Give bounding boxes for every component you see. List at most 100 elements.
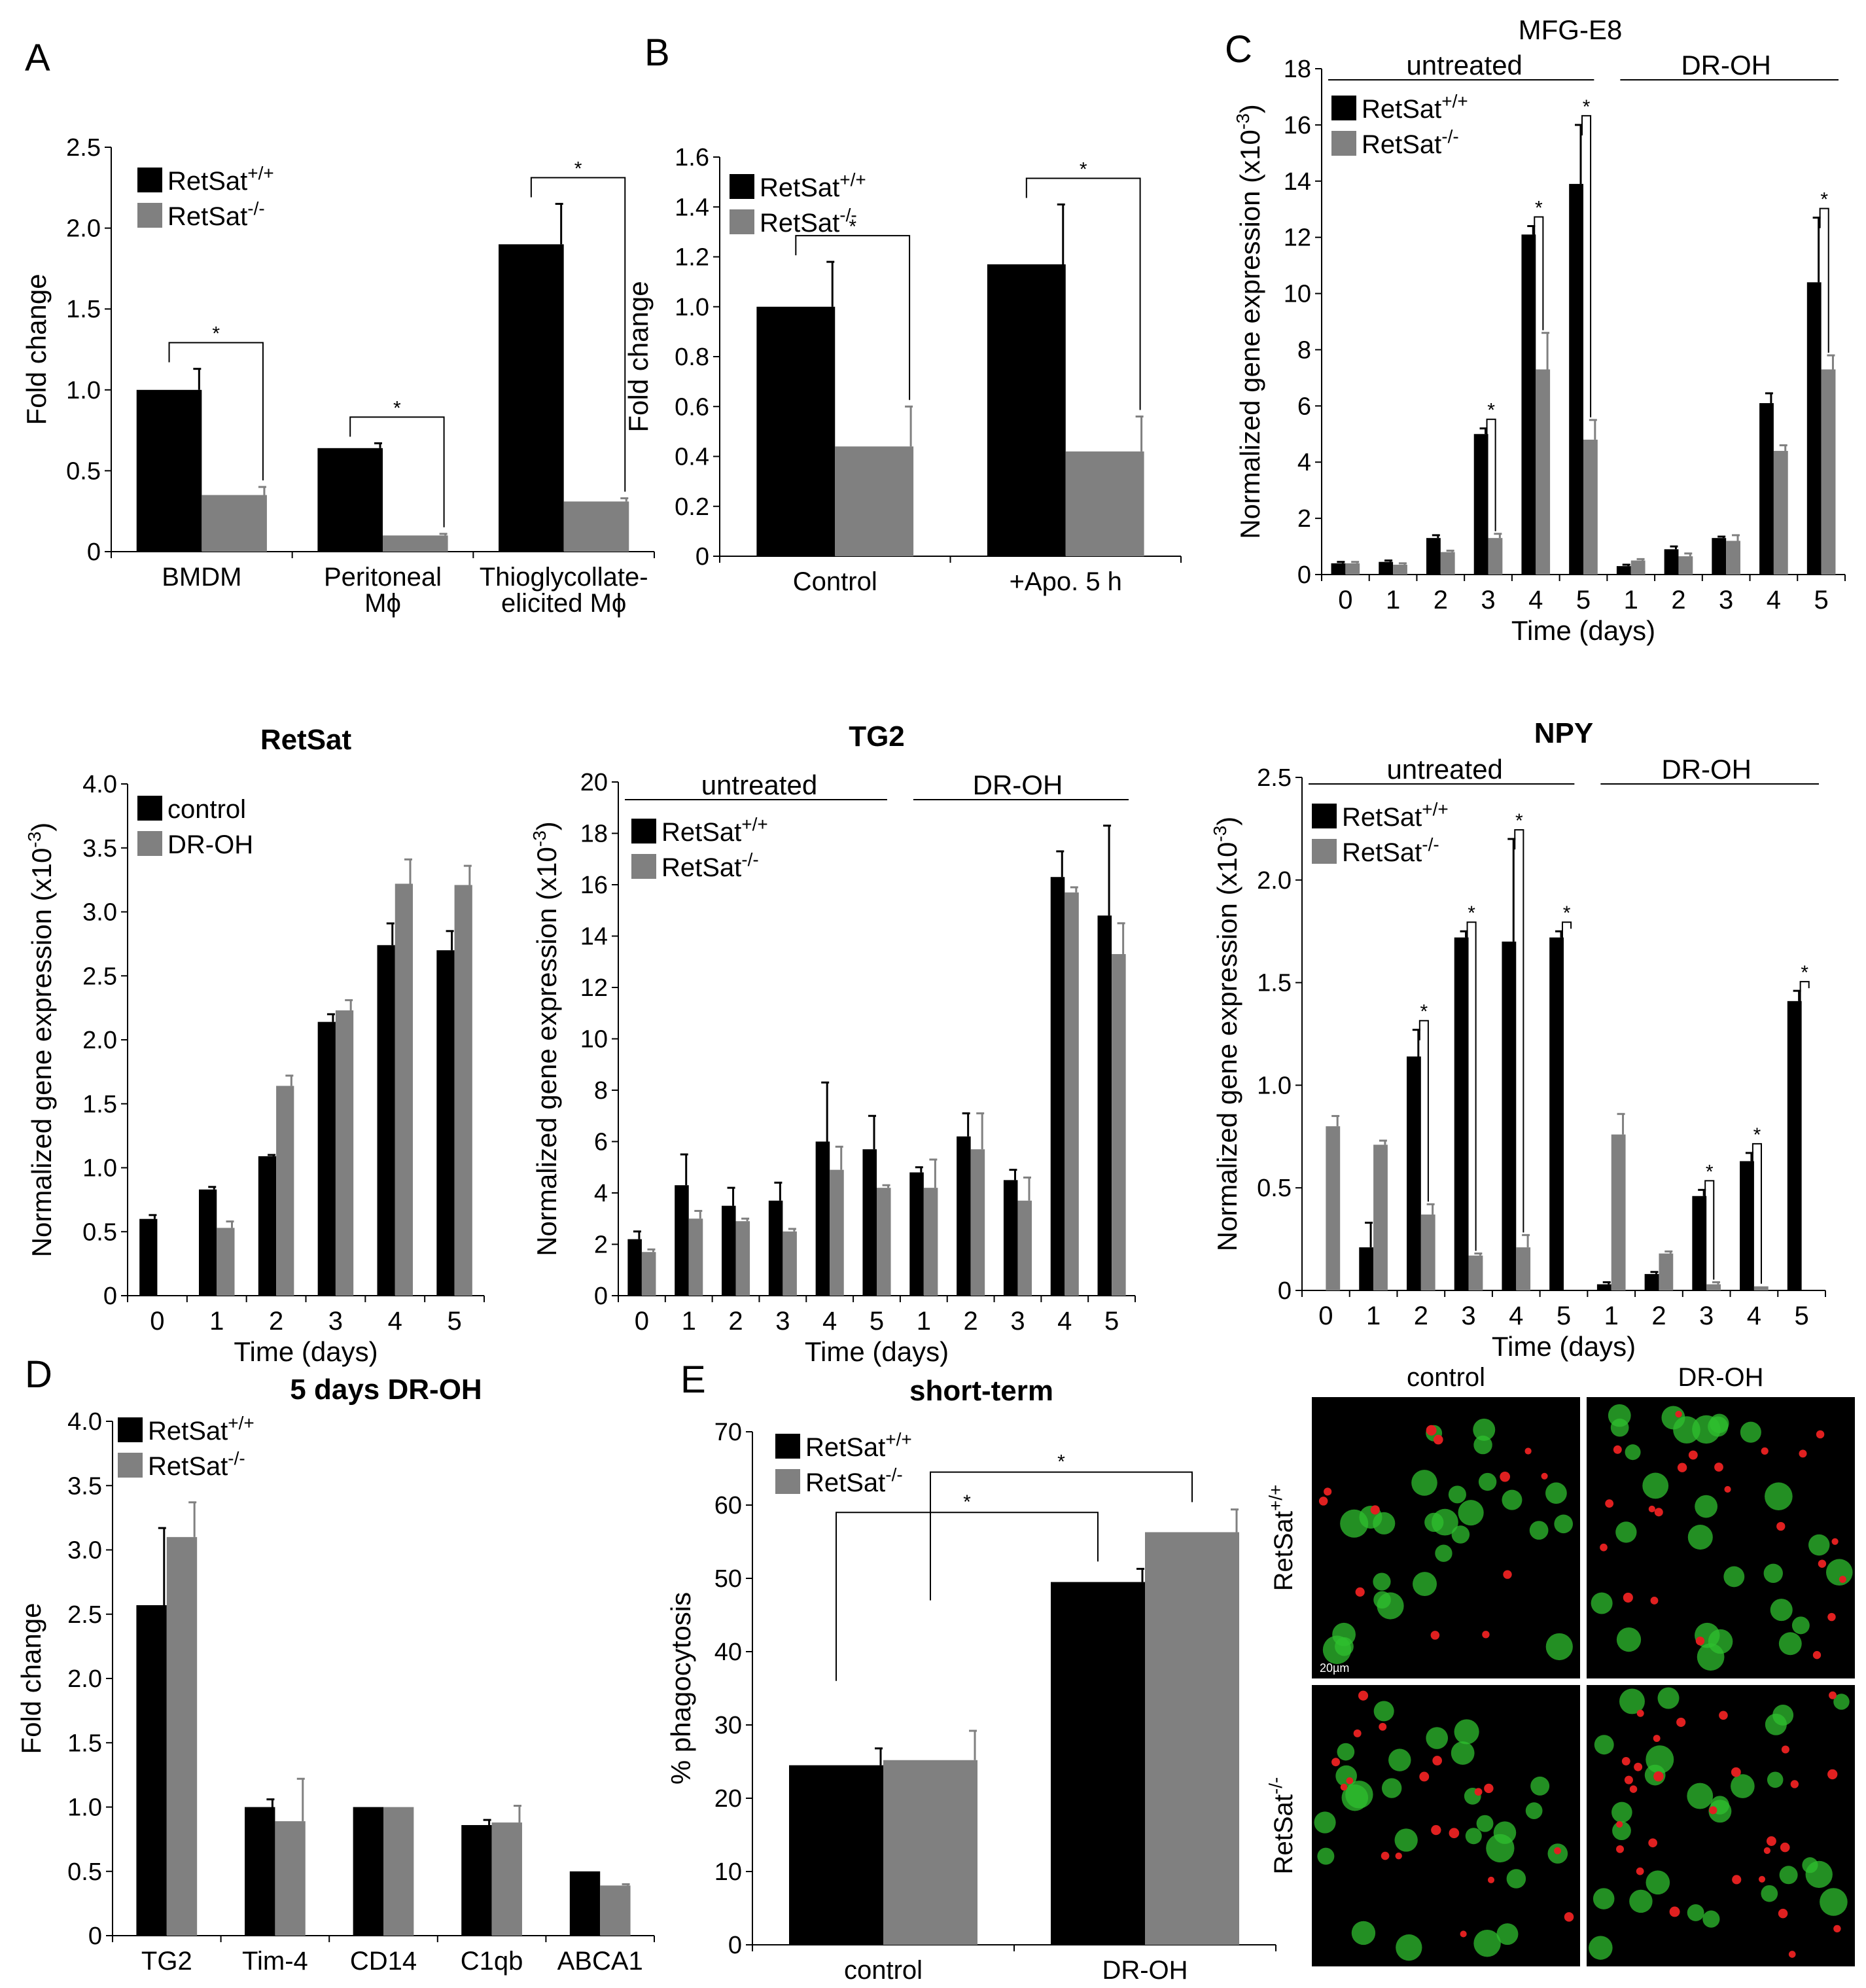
bar-ko [217,1228,235,1296]
micrograph-image [1312,1685,1580,1966]
macrophage-cell [1506,1869,1526,1889]
y-tick-label: 10 [580,1026,608,1054]
y-tick-label: 2.0 [1257,867,1292,895]
category-label: 1 [1624,586,1638,614]
significance-bracket [930,1471,1193,1601]
legend-label-sup: -/- [1422,834,1439,855]
y-axis-label-base: Normalized gene expression (x10 [1235,130,1265,539]
y-tick-label: 3.0 [67,1537,102,1565]
y-tick-label: 3.0 [82,899,117,927]
group-label: untreated [1406,50,1522,80]
bar-wt [789,1765,883,1945]
legend-label-base: RetSat [661,818,741,847]
y-tick-label: 0 [1297,561,1311,589]
macrophage-cell [1351,1921,1376,1945]
bar-wt [199,1189,217,1296]
bar-ko [1488,538,1503,575]
apoptotic-cell [1433,1434,1443,1445]
category-label: 3 [1699,1302,1714,1330]
y-axis-label: Normalized gene expression (x10-3) [529,821,562,1256]
macrophage-cell [1396,1934,1422,1961]
y-tick-label: 8 [594,1077,608,1105]
legend-label-sup: +/+ [741,814,767,834]
macrophage-cell [1731,1774,1755,1798]
apoptotic-cell [1675,1410,1682,1418]
macrophage-cell [1337,1743,1355,1761]
legend-label-base: RetSat [167,202,247,231]
legend-label-base: RetSat [1342,803,1422,832]
legend-label: RetSat-/- [148,1448,245,1481]
y-tick-label: 0.4 [675,444,709,471]
significance-star: * [1801,962,1808,984]
panel-letter: C [1225,28,1252,71]
significance-bracket [530,177,626,492]
category-label: 4 [1057,1307,1072,1336]
y-tick-label: 2.5 [82,963,117,990]
apoptotic-cell [1474,1788,1483,1796]
y-tick-label: 0 [103,1283,117,1310]
apoptotic-cell [1732,1875,1742,1885]
legend-swatch [118,1453,143,1478]
legend-swatch [1312,839,1337,864]
y-tick-label: 30 [714,1712,742,1739]
bar-wt [1692,1196,1707,1290]
y-tick-label: 0 [1278,1277,1292,1305]
y-tick-label: 10 [1284,281,1311,308]
bar-ko [1536,369,1551,575]
macrophage-cell [1825,1559,1853,1586]
bar-wt [768,1200,783,1296]
legend-swatch [631,819,656,843]
apoptotic-cell [1503,1570,1512,1579]
micrograph-image [1587,1397,1855,1678]
bar-wt [136,1605,167,1936]
category-label: 4 [388,1307,402,1336]
legend-label: DR-OH [167,830,253,859]
apoptotic-cell [1395,1853,1402,1860]
y-tick-label: 0.6 [675,393,709,421]
macrophage-cell [1473,1418,1496,1441]
bar-wt [317,448,383,552]
legend-swatch [137,203,162,228]
chart-title: TG2 [849,720,905,753]
category-label: 2 [269,1307,283,1336]
apoptotic-cell [1634,1762,1643,1771]
y-tick-label: 1.5 [82,1091,117,1118]
y-tick-label: 1.0 [82,1155,117,1182]
legend-label-sup: +/+ [1441,91,1468,111]
significance-star: * [1583,96,1591,118]
macrophage-cell [1394,1828,1418,1852]
significance-bracket [1514,829,1524,1233]
y-axis-label-end: ) [1212,817,1242,826]
y-tick-label: 1.4 [675,194,709,221]
apoptotic-cell [1827,1612,1836,1622]
bar-ko [641,1252,656,1296]
macrophage-cell [1772,1705,1794,1726]
category-label: 2 [728,1307,743,1336]
apoptotic-cell [1621,1756,1630,1766]
y-axis-label-base: Normalized gene expression (x10 [1212,842,1242,1252]
bar-ko [970,1149,985,1296]
micrograph-background [1312,1685,1580,1966]
bar-ko [454,885,472,1296]
apoptotic-cell [1564,1912,1574,1922]
chart-NPY: 0 0.5 1.0 1.5 2.0 2.5 0 1 2 3 4 5 1 2 3 4 5 Normalized ge… [1210,717,1826,1362]
y-tick-label: 4 [594,1180,608,1207]
apoptotic-cell [1766,1836,1776,1846]
category-label: Tim-4 [242,1947,308,1976]
y-tick-label: 20 [580,769,608,796]
group-label: DR-OH [973,770,1063,800]
macrophage-cell [1763,1563,1783,1583]
bar-ko [1065,892,1079,1296]
significance-star: * [212,323,220,345]
y-tick-label: 12 [580,974,608,1002]
apoptotic-cell [1648,1505,1655,1513]
apoptotic-cell [1790,1780,1799,1788]
significance-bracket [1534,216,1544,330]
legend-swatch [1312,804,1337,828]
bar-ko [1145,1532,1239,1945]
bar-ko [335,1010,354,1296]
macrophage-cell [1642,1472,1669,1499]
bar-ko [1726,541,1740,575]
